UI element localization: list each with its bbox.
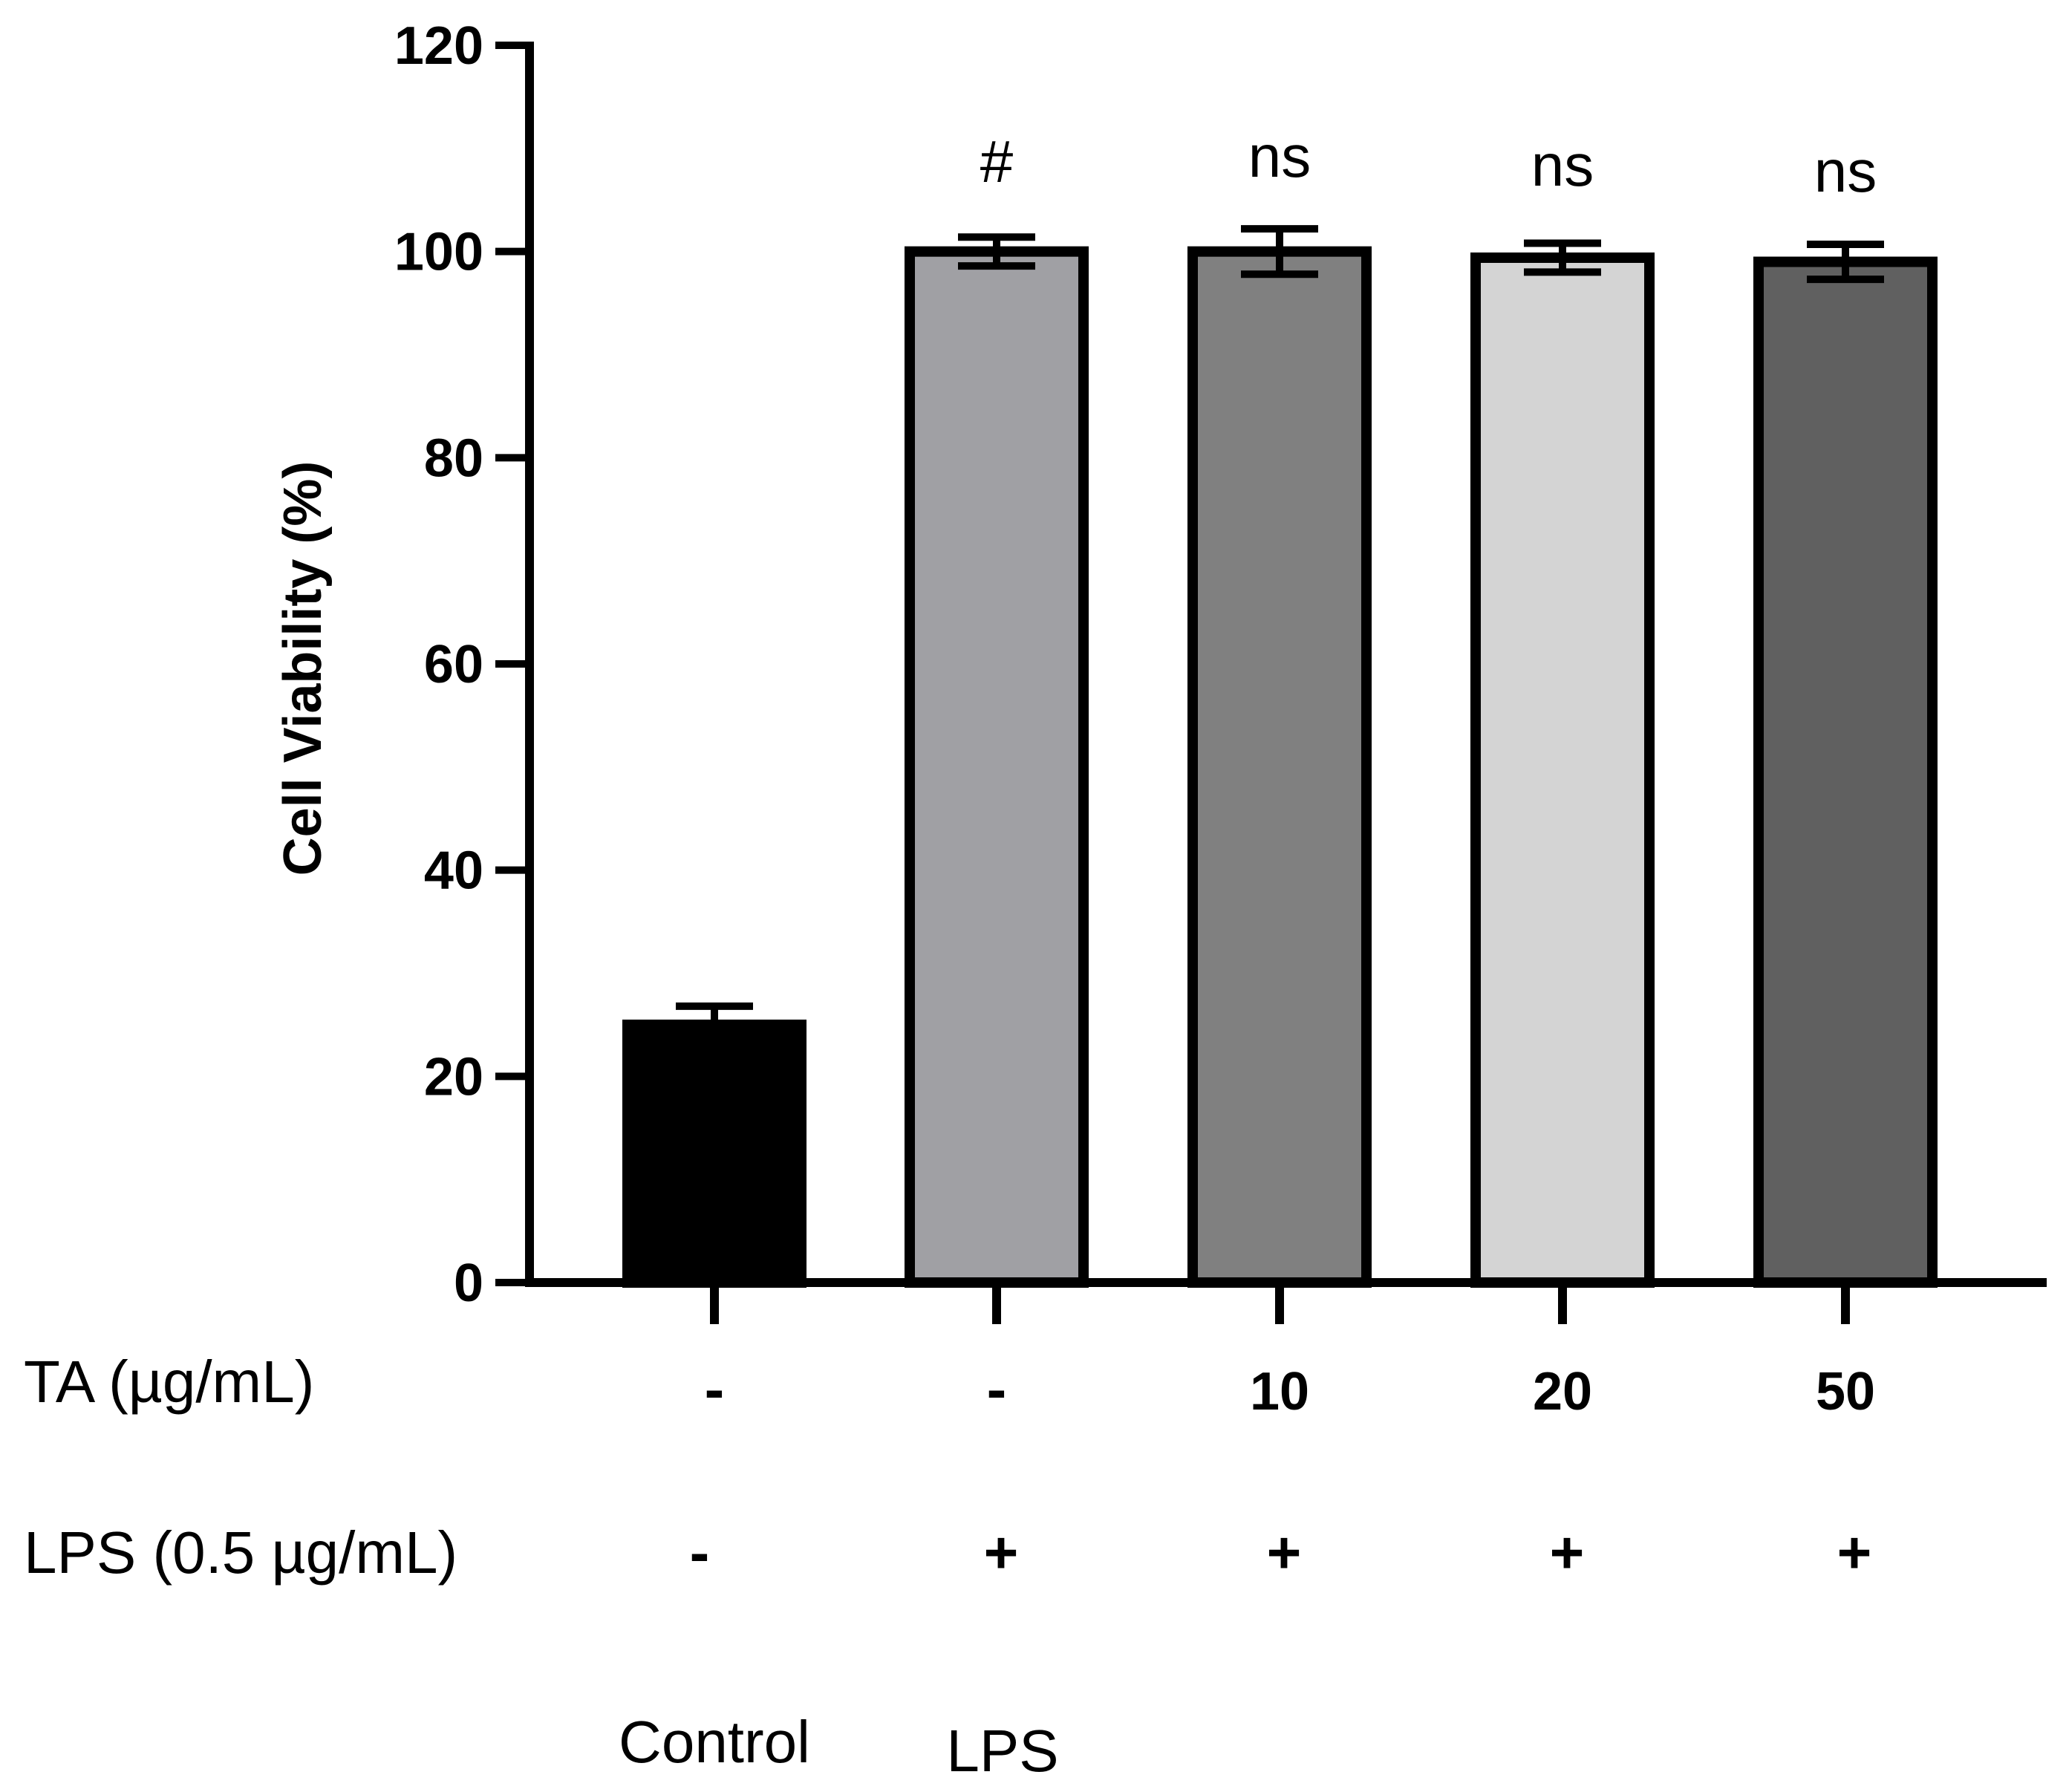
bar: [1753, 256, 1938, 1288]
bar: [1187, 246, 1372, 1288]
bar: [1470, 252, 1655, 1288]
treatment-row-label: LPS (0.5 µg/mL): [24, 1519, 457, 1586]
treatment-row-value: +: [1267, 1519, 1302, 1586]
treatment-row-value: -: [987, 1356, 1007, 1422]
treatment-row-value: 50: [1816, 1362, 1875, 1421]
group-name-label: Control: [619, 1709, 810, 1775]
treatment-row-value: -: [705, 1356, 725, 1422]
y-tick-label: 20: [424, 1047, 483, 1107]
treatment-row-value: +: [1837, 1519, 1872, 1586]
treatment-row-value: +: [1550, 1519, 1585, 1586]
y-tick-label: 0: [454, 1254, 483, 1313]
treatment-row-value: 10: [1250, 1362, 1309, 1421]
y-tick-label: 60: [424, 635, 483, 694]
group-name-label: LPS: [946, 1718, 1058, 1784]
y-tick-label: 120: [394, 16, 483, 76]
y-tick-label: 100: [394, 223, 483, 282]
treatment-row-value: 20: [1533, 1362, 1592, 1421]
bar: [622, 1019, 806, 1288]
treatment-row-value: +: [984, 1519, 1019, 1586]
significance-label: ns: [1531, 132, 1594, 198]
significance-label: ns: [1814, 138, 1877, 204]
y-tick-label: 80: [424, 429, 483, 488]
significance-label: ns: [1248, 123, 1311, 189]
bar: [905, 246, 1089, 1288]
treatment-row-value: -: [690, 1519, 710, 1586]
treatment-row-label: TA (µg/mL): [24, 1349, 314, 1415]
y-axis-title: Cell Viability (%): [273, 461, 333, 876]
y-tick-label: 40: [424, 841, 483, 901]
significance-label: #: [980, 128, 1014, 195]
